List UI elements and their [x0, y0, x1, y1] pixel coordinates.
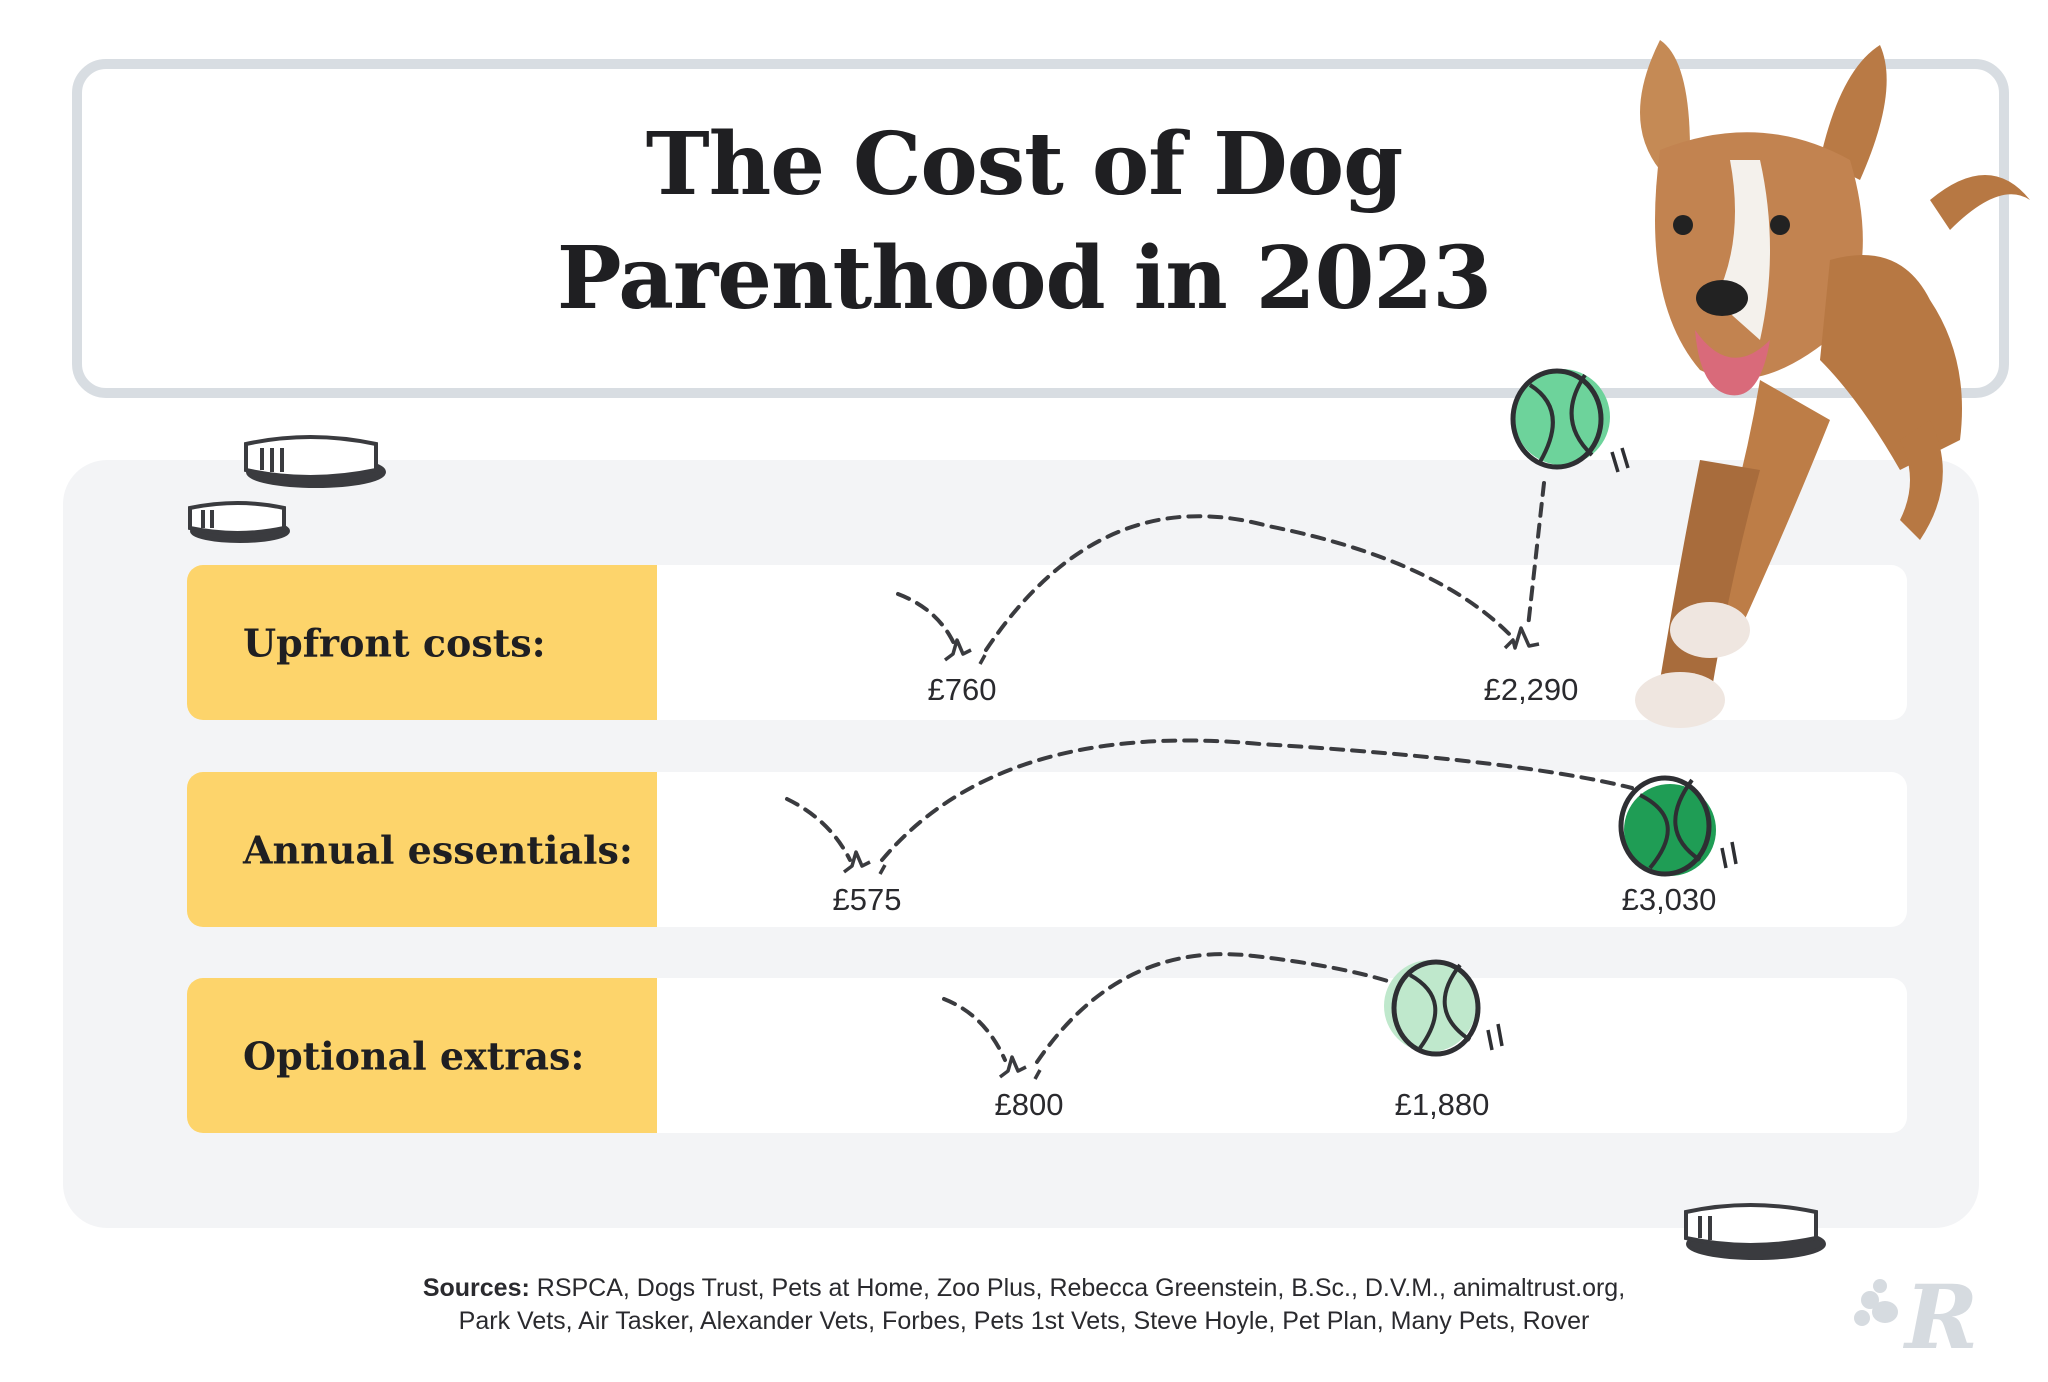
- ball-upfront-icon: [1510, 368, 1630, 473]
- value-upfront-low: £760: [927, 672, 997, 707]
- value-annual-low: £575: [832, 882, 902, 917]
- bounce-path-upfront: [896, 481, 1546, 652]
- row-label-box: Annual essentials:: [187, 772, 657, 927]
- value-extras-low: £800: [994, 1087, 1064, 1122]
- row-label-box: Upfront costs:: [187, 565, 657, 720]
- row-optional-extras: Optional extras:: [187, 978, 1907, 1133]
- bounce-star-icon: [1503, 626, 1540, 650]
- coin-stack-icon: [188, 435, 1826, 1260]
- sources-label: Sources:: [422, 1274, 530, 1302]
- sources-line-2: Park Vets, Air Tasker, Alexander Vets, F…: [458, 1307, 1590, 1335]
- row-annual-essentials: Annual essentials:: [187, 772, 1907, 927]
- row-label: Upfront costs:: [243, 620, 546, 665]
- bounce-star-icon: [842, 850, 887, 875]
- bounce-path-extras: [942, 952, 1393, 1064]
- bounce-path-annual: [785, 738, 1634, 862]
- title-line-2: Parenthood in 2023: [556, 228, 1492, 329]
- row-label: Optional extras:: [243, 1033, 585, 1078]
- sources-line-1: RSPCA, Dogs Trust, Pets at Home, Zoo Plu…: [536, 1274, 1626, 1302]
- row-label-box: Optional extras:: [187, 978, 657, 1133]
- value-upfront-high: £2,290: [1483, 672, 1579, 707]
- logo-letter: R: [1902, 1265, 1978, 1369]
- row-label: Annual essentials:: [243, 827, 633, 872]
- page-title: The Cost of Dog Parenthood in 2023: [0, 108, 2048, 336]
- bounce-star-icon: [943, 638, 987, 665]
- bounce-star-icon: [998, 1055, 1042, 1080]
- value-annual-high: £3,030: [1621, 882, 1717, 917]
- title-line-1: The Cost of Dog: [645, 114, 1403, 215]
- dog-illustration: [1635, 40, 2030, 728]
- row-upfront-costs: Upfront costs:: [187, 565, 1907, 720]
- sources-note: Sources: RSPCA, Dogs Trust, Pets at Home…: [0, 1272, 2048, 1338]
- ball-annual-icon: [1618, 775, 1738, 877]
- ball-extras-icon: [1384, 959, 1504, 1057]
- brand-logo: R: [1854, 1265, 1978, 1369]
- value-extras-high: £1,880: [1394, 1087, 1490, 1122]
